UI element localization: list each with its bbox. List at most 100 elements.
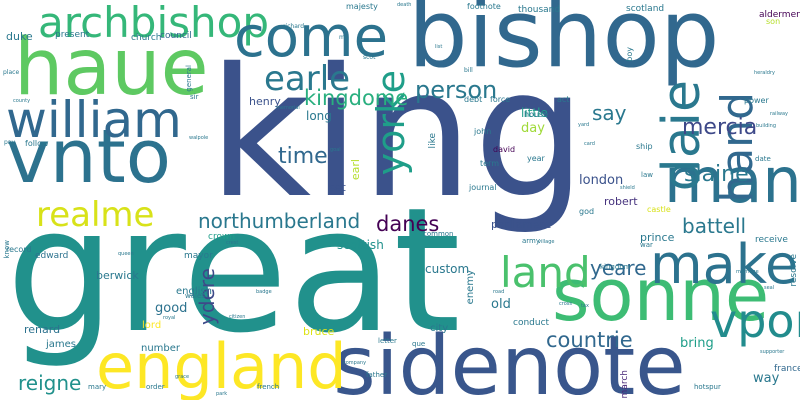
word-pay: pay — [4, 139, 16, 146]
word-year: year — [527, 154, 545, 163]
word-parliament: parliament — [491, 218, 551, 231]
word-badge: badge — [256, 289, 272, 295]
word-king: king — [208, 30, 587, 237]
word-marriage: marriage — [736, 269, 759, 275]
word-son: son — [766, 17, 781, 26]
word-follow: follow — [25, 139, 49, 148]
word-footnote: footnote — [467, 2, 501, 11]
word-queen: queen — [118, 251, 134, 257]
word-ship: ship — [636, 142, 653, 151]
word-building: building — [756, 123, 777, 129]
word-kingdome: kingdome — [304, 86, 409, 110]
word-crest: crest — [226, 240, 239, 246]
word-house: house — [524, 110, 549, 119]
word-time: time — [278, 144, 328, 169]
word-london: london — [579, 173, 624, 188]
word-enemy: enemy — [465, 270, 476, 305]
word-railway: railway — [770, 111, 789, 117]
word-resolve: resolve — [789, 254, 799, 287]
word-make: make — [650, 233, 799, 296]
word-number: number — [141, 343, 181, 354]
word-march: march — [620, 370, 630, 399]
word-come: come — [234, 5, 389, 70]
word-thousand: thousand — [518, 5, 561, 15]
word-sonne: sonne — [552, 253, 770, 337]
word-county: county — [13, 98, 31, 104]
word-scottish: scottish — [337, 238, 384, 252]
word-england: england — [96, 330, 347, 400]
word-countrie: countrie — [546, 328, 633, 352]
word-earl: earl — [349, 159, 362, 181]
word-majesty: majesty — [346, 2, 378, 11]
word-france: france — [774, 364, 800, 374]
word-william: william — [6, 91, 182, 149]
word-english: english — [176, 286, 212, 297]
word-yeare: yeare — [590, 256, 647, 280]
word-journal: journal — [469, 183, 497, 192]
word-scot: scot — [363, 54, 376, 61]
word-john: john — [474, 127, 492, 136]
word-castle: castle — [647, 205, 671, 214]
word-custom: custom — [425, 262, 470, 276]
word-berwick: berwick — [96, 269, 139, 282]
word-danes: danes — [376, 212, 440, 236]
word-god: god — [579, 207, 595, 216]
word-long: long — [306, 109, 332, 123]
word-bishop: bishop — [408, 0, 720, 89]
word-say: say — [592, 101, 627, 125]
word-law: law — [641, 171, 653, 179]
word-power: power — [744, 96, 769, 105]
word-record: record — [6, 245, 32, 254]
word-royal: royal — [163, 315, 176, 321]
word-set: set — [329, 181, 346, 194]
word-tax: tax — [581, 303, 589, 309]
word-slaine: slaine — [684, 162, 749, 187]
word-death: death — [397, 2, 412, 8]
word-french: french — [257, 383, 280, 391]
word-good: good — [155, 301, 188, 316]
word-debt: debt — [464, 95, 483, 104]
word-lord: lord — [142, 320, 162, 331]
word-land: land — [500, 248, 591, 297]
word-like: like — [428, 133, 438, 149]
word-general: general — [185, 65, 193, 92]
word-order: order — [146, 383, 165, 391]
word-wales: wales — [185, 292, 205, 300]
word-david: david — [493, 145, 516, 154]
word-cross: cross — [559, 301, 572, 307]
word-mercia: mercia — [682, 115, 758, 140]
word-old: old — [491, 297, 511, 312]
word-edward: edward — [35, 251, 69, 261]
word-prince: prince — [640, 231, 675, 244]
word-date: date — [755, 155, 771, 163]
word-list: list — [435, 44, 443, 50]
word-park: park — [216, 391, 228, 397]
word-yard: yard — [578, 122, 590, 128]
word-realme: realme — [36, 195, 155, 235]
word-church: church — [131, 33, 162, 43]
word-day: day — [521, 121, 545, 136]
word-mary: mary — [88, 383, 107, 391]
word-term: term — [480, 159, 499, 168]
word-common: common — [423, 230, 454, 238]
word-bill: bill — [464, 67, 473, 74]
word-village: village — [538, 239, 555, 245]
word-person: person — [415, 76, 498, 104]
word-crown: crown — [208, 232, 236, 242]
word-little: little — [521, 106, 548, 120]
word-renard: renard — [24, 323, 61, 336]
word-conduct: conduct — [513, 318, 550, 328]
word-reigne: reigne — [18, 371, 82, 395]
word-place: place — [3, 69, 20, 76]
word-road: road — [493, 289, 505, 295]
word-card: card — [584, 141, 595, 147]
word-company: company — [343, 360, 367, 366]
word-supporter: supporter — [760, 349, 785, 355]
word-richard: richard — [283, 23, 305, 30]
word-man: man — [664, 144, 800, 217]
word-know: know — [3, 240, 11, 259]
word-james: james — [46, 339, 77, 350]
word-way: way — [753, 371, 780, 386]
word-council: council — [160, 31, 192, 41]
